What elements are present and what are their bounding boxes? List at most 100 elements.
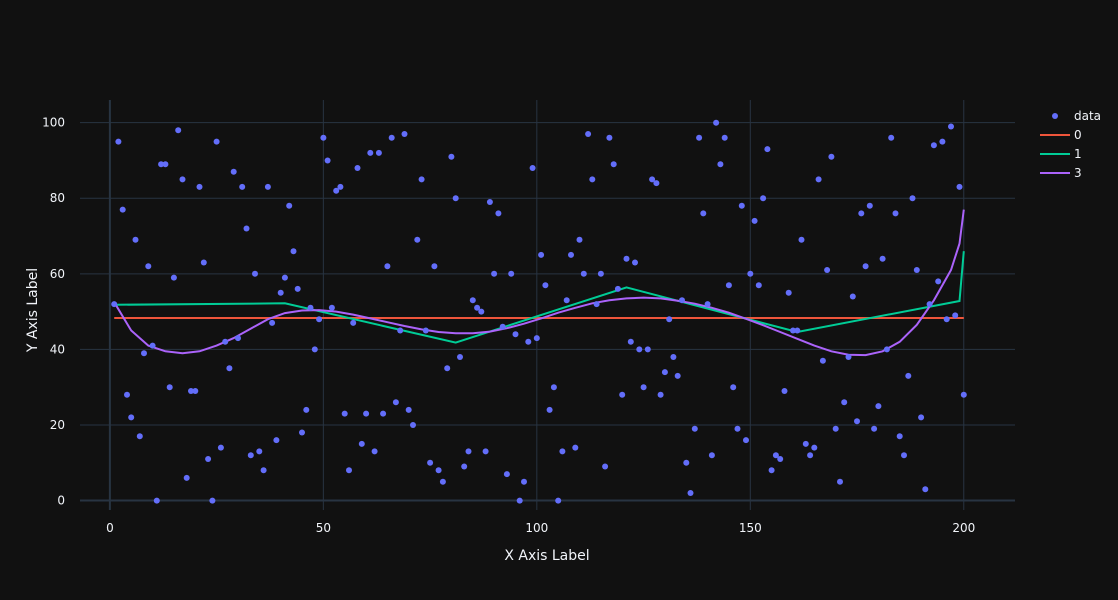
y-axis-title: Y Axis Label [25,268,41,353]
y-tick-label: 60 [50,267,65,281]
data-point [619,391,626,398]
data-point [405,406,412,413]
series-line-3 [113,209,965,357]
y-tick-label: 0 [57,494,65,508]
x-axis-title: X Axis Label [504,548,589,564]
data-point [794,327,801,334]
data-point [572,444,579,451]
data-point [486,199,493,205]
data-point [414,236,421,243]
data-point [883,346,890,353]
data-point [529,165,536,171]
legend[interactable]: data 0 1 3 [1040,109,1101,180]
data-point [828,153,835,160]
data-point [328,304,335,311]
data-point [461,463,468,470]
grid [80,100,1015,510]
data-point [862,263,869,270]
data-point [358,440,365,447]
data-point [188,388,194,394]
data-point [115,138,122,145]
legend-item-3[interactable]: 3 [1040,166,1082,180]
data-point [913,267,920,273]
data-point [935,278,942,285]
data-point [772,452,779,459]
series-line-1 [114,251,965,344]
data-point [538,251,545,258]
data-point [939,138,946,145]
legend-item-0[interactable]: 0 [1040,128,1082,142]
data-point [384,263,391,270]
data-point [256,448,263,455]
data-point [183,474,190,481]
data-point [704,301,711,308]
legend-label: 0 [1074,128,1082,142]
data-point [371,448,378,455]
data-point [679,297,685,304]
data-point [811,444,818,451]
data-point [303,406,310,413]
data-point [888,134,895,141]
data-point [230,168,237,175]
data-point [307,304,314,311]
data-point [905,372,912,379]
data-point [798,236,805,243]
data-point [482,448,489,455]
y-tick-labels: 0 20 40 60 80 100 [42,116,65,508]
y-tick-label: 40 [50,342,65,356]
data-point [734,425,741,432]
data-point [166,384,173,391]
data-point [632,259,638,266]
data-point [696,134,703,141]
data-point [465,448,472,455]
data-point [738,202,745,209]
data-point [721,134,728,141]
data-point [674,372,681,379]
data-point [226,365,233,372]
data-point [145,263,152,270]
data-point [559,448,566,455]
data-point [320,134,327,141]
data-point [388,134,395,141]
data-point [294,285,301,292]
data-point [111,301,118,308]
data-point [666,316,673,323]
data-point [597,270,604,277]
y-tick-label: 100 [42,116,65,130]
data-point [687,490,694,496]
data-point [422,327,429,334]
data-point [273,437,280,444]
data-point [516,497,523,504]
data-point [324,157,331,164]
data-point [457,354,463,360]
data-point [892,210,899,217]
data-point [555,497,562,504]
data-point [623,255,630,262]
legend-label: 3 [1074,166,1082,180]
data-point [132,236,139,243]
data-point [243,225,250,232]
data-point [747,270,754,277]
data-point [521,478,527,485]
data-point [367,149,374,156]
data-point [162,161,169,168]
data-point [670,354,677,360]
data-point [602,463,609,470]
data-point [175,127,182,134]
legend-item-1[interactable]: 1 [1040,147,1082,161]
data-point [170,274,177,281]
data-point [397,327,404,334]
data-point [252,270,258,277]
data-point [875,403,882,410]
data-point [192,388,199,394]
data-point [730,384,737,391]
data-point [866,202,873,209]
data-point [158,161,165,168]
data-point [683,459,690,466]
data-point [128,414,135,421]
legend-item-data[interactable]: data [1052,109,1101,123]
data-point [768,467,775,474]
data-point [691,425,698,432]
data-point [717,161,724,168]
